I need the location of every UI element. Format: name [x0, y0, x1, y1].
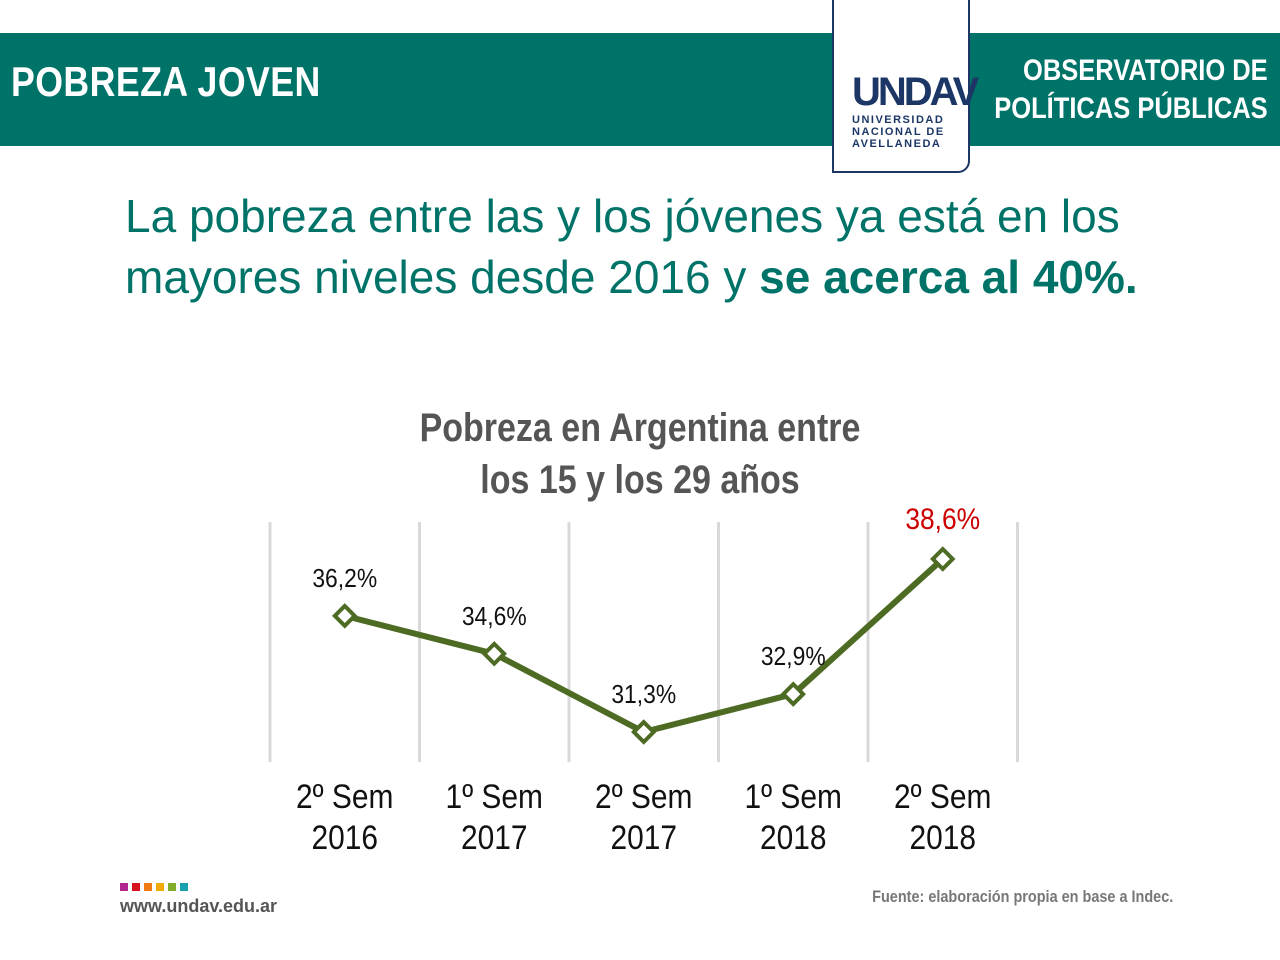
- observatory-line2: POLÍTICAS PÚBLICAS: [994, 92, 1268, 125]
- headline: La pobreza entre las y los jóvenes ya es…: [125, 186, 1205, 308]
- logo-mark: UNDAV: [852, 70, 979, 114]
- data-point: [780, 681, 806, 707]
- observatory-name: OBSERVATORIO DE POLÍTICAS PÚBLICAS: [995, 52, 1268, 128]
- x-tick-label: 1º Sem: [446, 777, 543, 815]
- x-tick-label: 2017: [610, 818, 677, 856]
- data-point: [930, 546, 956, 572]
- color-squares: [120, 883, 188, 891]
- undav-logo: UNDAV UNIVERSIDAD NACIONAL DE AVELLANEDA: [832, 0, 979, 173]
- chart-title-line1: Pobreza en Argentina entre: [419, 406, 861, 450]
- data-point: [481, 641, 507, 667]
- x-tick-label: 2016: [311, 818, 378, 856]
- data-label: 34,6%: [462, 603, 527, 632]
- color-square: [156, 883, 164, 891]
- data-label: 38,6%: [905, 501, 980, 535]
- data-label: 36,2%: [312, 565, 377, 594]
- header-band: [0, 33, 1280, 146]
- color-square: [120, 883, 128, 891]
- x-tick-label: 2º Sem: [894, 777, 991, 815]
- headline-text: La pobreza entre las y los jóvenes ya es…: [125, 190, 1120, 303]
- color-square: [144, 883, 152, 891]
- x-tick-label: 2º Sem: [296, 777, 393, 815]
- color-square: [168, 883, 176, 891]
- data-point: [332, 603, 358, 629]
- data-label: 31,3%: [611, 681, 676, 710]
- website-url[interactable]: www.undav.edu.ar: [120, 896, 278, 916]
- color-square: [132, 883, 140, 891]
- chart-title: Pobreza en Argentina entre los 15 y los …: [385, 402, 895, 506]
- logo-line: AVELLANEDA: [852, 138, 942, 150]
- logo-line: NACIONAL DE: [852, 126, 945, 138]
- x-tick-label: 1º Sem: [745, 777, 842, 815]
- logo-text: UNIVERSIDAD NACIONAL DE AVELLANEDA: [852, 114, 945, 150]
- source-note: Fuente: elaboración propia en base a Ind…: [871, 887, 1173, 906]
- color-square: [180, 883, 188, 891]
- chart-title-line2: los 15 y los 29 años: [480, 458, 800, 502]
- x-tick-label: 2017: [461, 818, 528, 856]
- page-title: POBREZA JOVEN: [11, 58, 321, 105]
- logo-line: UNIVERSIDAD: [852, 114, 945, 126]
- x-tick-label: 2018: [909, 818, 976, 856]
- x-tick-label: 2018: [760, 818, 827, 856]
- data-label: 32,9%: [761, 643, 826, 672]
- headline-bold: se acerca al 40%.: [759, 251, 1138, 303]
- data-point: [631, 719, 657, 745]
- observatory-line1: OBSERVATORIO DE: [1023, 54, 1268, 87]
- x-tick-label: 2º Sem: [595, 777, 692, 815]
